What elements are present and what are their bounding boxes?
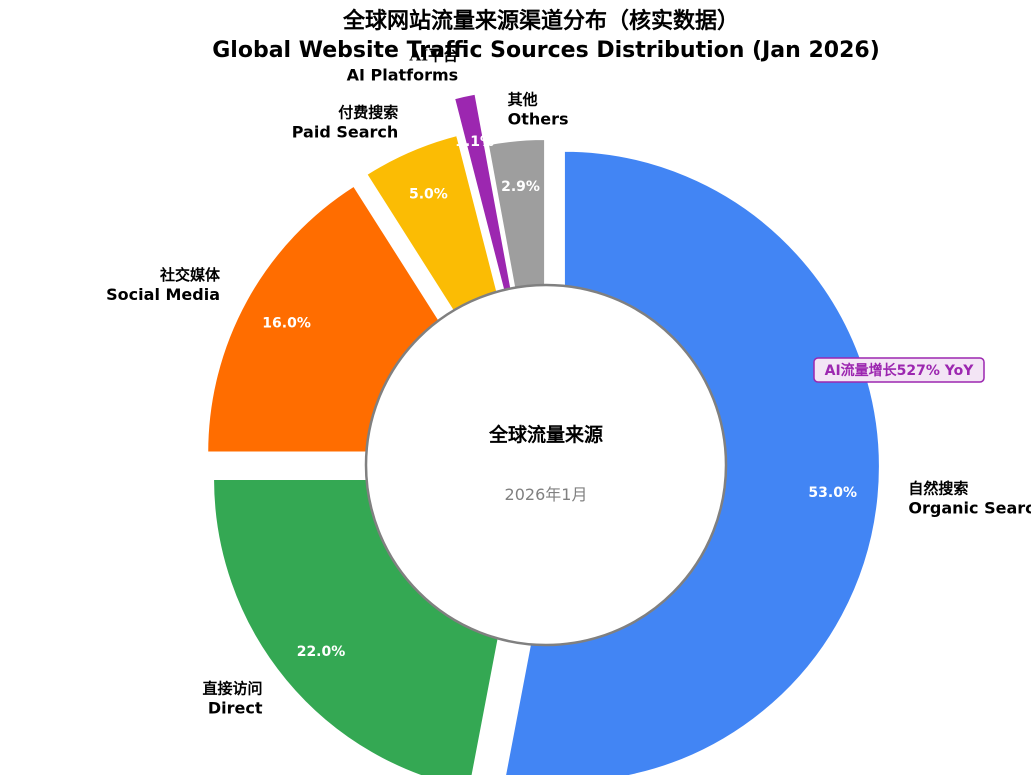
category-label-en-others: Others: [508, 110, 569, 129]
category-label-en-direct: Direct: [208, 699, 263, 718]
center-title: 全球流量来源: [488, 423, 603, 446]
category-label-zh-paid-search: 付费搜索: [338, 104, 398, 122]
value-label-ai-platforms: 1.1%: [455, 134, 494, 150]
category-label-zh-social-media: 社交媒体: [159, 266, 221, 284]
value-label-social-media: 16.0%: [262, 315, 311, 331]
growth-annotation: AI流量增长527% YoY: [813, 357, 985, 383]
category-label-en-social-media: Social Media: [106, 285, 220, 304]
category-label-en-ai-platforms: AI Platforms: [347, 66, 459, 85]
chart-subtitle: Global Website Traffic Sources Distribut…: [212, 38, 880, 63]
category-label-zh-direct: 直接访问: [202, 680, 262, 698]
value-label-paid-search: 5.0%: [409, 186, 448, 202]
value-label-direct: 22.0%: [297, 644, 346, 660]
donut-hole: [364, 283, 728, 647]
chart-title: 全球网站流量来源渠道分布（核实数据）: [342, 8, 739, 34]
annotation-text: AI流量增长527% YoY: [825, 362, 975, 379]
category-label-en-organic-search: Organic Search: [908, 498, 1031, 517]
category-label-en-paid-search: Paid Search: [292, 123, 399, 142]
annotation-box: [813, 357, 985, 383]
center-subtitle: 2026年1月: [505, 485, 588, 504]
value-label-organic-search: 53.0%: [808, 485, 857, 501]
category-label-zh-organic-search: 自然搜索: [908, 479, 968, 497]
category-label-zh-others: 其他: [508, 91, 538, 109]
category-label-zh-ai-platforms: AI平台: [409, 47, 459, 65]
value-label-others: 2.9%: [501, 179, 540, 195]
